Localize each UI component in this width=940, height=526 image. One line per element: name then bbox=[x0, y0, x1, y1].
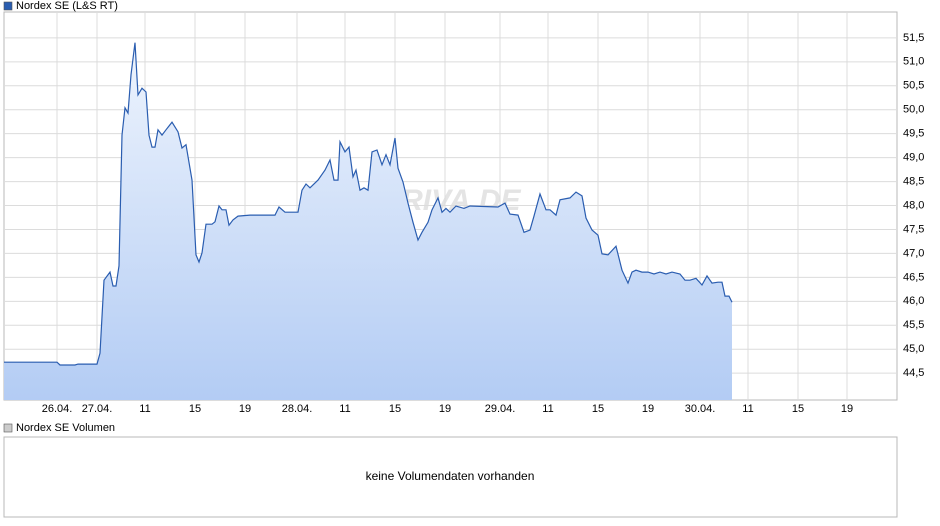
y-tick-label: 50,5 bbox=[903, 80, 924, 92]
y-tick-label: 48,5 bbox=[903, 175, 924, 187]
x-tick-label: 15 bbox=[592, 403, 604, 415]
x-tick-label: 15 bbox=[189, 403, 201, 415]
y-tick-label: 49,5 bbox=[903, 128, 924, 140]
y-tick-label: 47,5 bbox=[903, 223, 924, 235]
legend-swatch bbox=[3, 1, 13, 11]
x-tick-label: 19 bbox=[642, 403, 654, 415]
legend-label: Nordex SE (L&S RT) bbox=[16, 0, 118, 12]
line bbox=[4, 42, 733, 366]
y-tick-label: 48,0 bbox=[903, 199, 924, 211]
annotation: keine Volumendaten vorhanden bbox=[366, 469, 535, 483]
x-tick-label: 19 bbox=[439, 403, 451, 415]
x-tick-label: 28.04. bbox=[282, 403, 313, 415]
x-tick-label: 29.04. bbox=[485, 403, 516, 415]
area bbox=[4, 42, 732, 400]
x-tick-label: 26.04. bbox=[42, 403, 73, 415]
y-tick-label: 47,0 bbox=[903, 247, 924, 259]
y-tick-label: 50,0 bbox=[903, 104, 924, 116]
x-tick-label: 11 bbox=[542, 403, 553, 415]
volume-frame bbox=[3, 436, 898, 518]
x-tick-label: 19 bbox=[841, 403, 853, 415]
y-tick-label: 45,0 bbox=[903, 343, 924, 355]
y-tick-label: 45,5 bbox=[903, 319, 924, 331]
x-tick-label: 11 bbox=[742, 403, 753, 415]
x-tick-label: 11 bbox=[339, 403, 350, 415]
y-tick-label: 51,5 bbox=[903, 32, 924, 44]
x-tick-label: 15 bbox=[792, 403, 804, 415]
legend-label: Nordex SE Volumen bbox=[16, 422, 115, 434]
x-tick-label: 27.04. bbox=[82, 403, 113, 415]
x-tick-label: 30.04. bbox=[685, 403, 716, 415]
x-tick-label: 11 bbox=[139, 403, 150, 415]
y-tick-label: 46,0 bbox=[903, 295, 924, 307]
x-tick-label: 15 bbox=[389, 403, 401, 415]
legend-swatch bbox=[3, 423, 13, 433]
y-tick-label: 44,5 bbox=[903, 367, 924, 379]
y-tick-label: 46,5 bbox=[903, 271, 924, 283]
y-tick-label: 51,0 bbox=[903, 56, 924, 68]
x-tick-label: 19 bbox=[239, 403, 251, 415]
y-tick-label: 49,0 bbox=[903, 152, 924, 164]
